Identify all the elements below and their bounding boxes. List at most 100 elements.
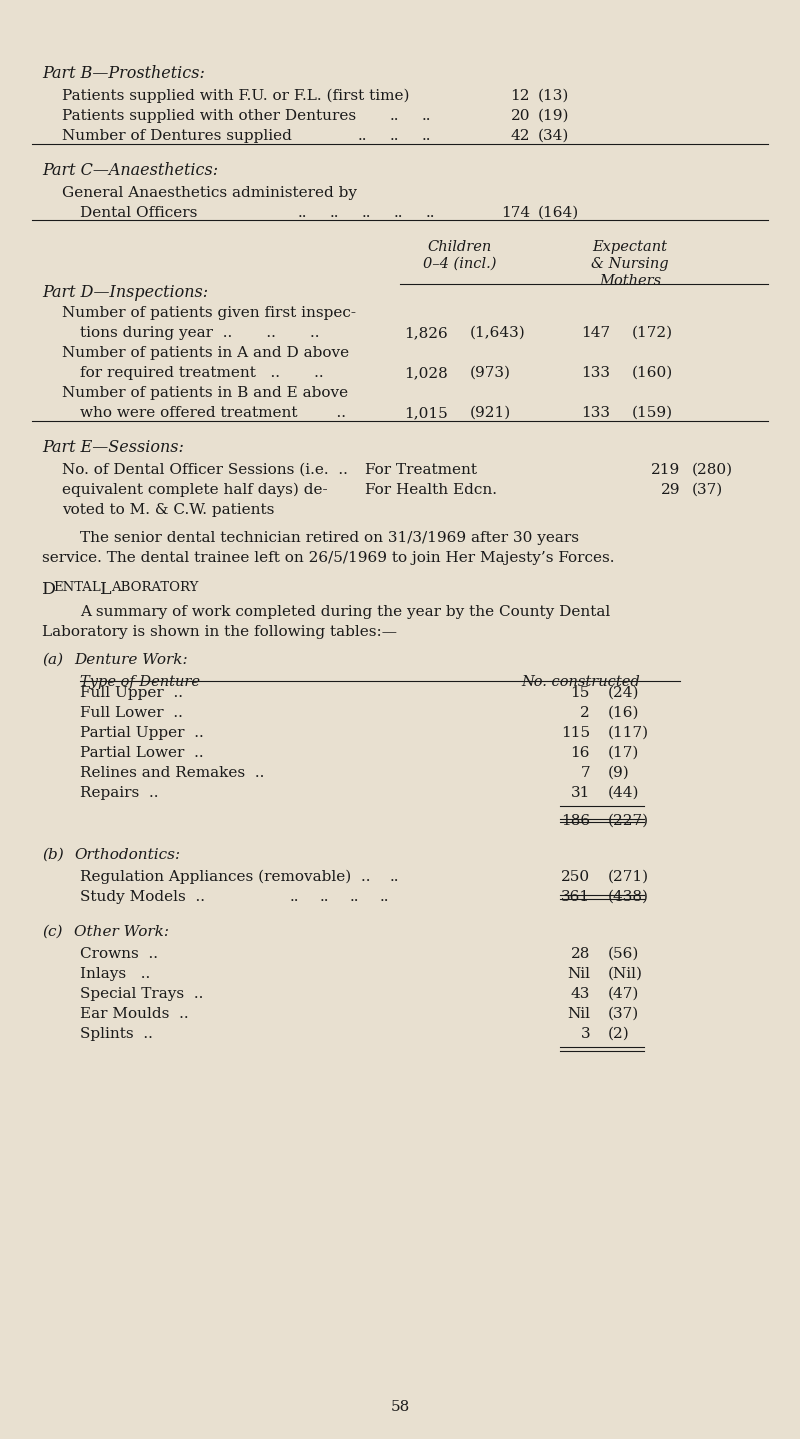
- Text: ..: ..: [330, 206, 339, 220]
- Text: (172): (172): [632, 327, 673, 340]
- Text: No. constructed: No. constructed: [522, 675, 640, 689]
- Text: D: D: [42, 581, 56, 599]
- Text: ..: ..: [362, 206, 371, 220]
- Text: (271): (271): [608, 871, 649, 884]
- Text: 31: 31: [570, 786, 590, 800]
- Text: Dental Officers: Dental Officers: [80, 206, 198, 220]
- Text: Repairs  ..: Repairs ..: [80, 786, 158, 800]
- Text: (921): (921): [470, 406, 511, 420]
- Text: equivalent complete half days) de-: equivalent complete half days) de-: [62, 484, 328, 498]
- Text: Part B—Prosthetics:: Part B—Prosthetics:: [42, 65, 205, 82]
- Text: Other Work:: Other Work:: [74, 925, 169, 940]
- Text: ENTAL: ENTAL: [53, 581, 101, 594]
- Text: Type of Denture: Type of Denture: [80, 675, 200, 689]
- Text: 1,028: 1,028: [404, 366, 448, 380]
- Text: Partial Upper  ..: Partial Upper ..: [80, 727, 204, 740]
- Text: Crowns  ..: Crowns ..: [80, 947, 158, 961]
- Text: Part E—Sessions:: Part E—Sessions:: [42, 439, 184, 456]
- Text: Nil: Nil: [567, 967, 590, 981]
- Text: 147: 147: [581, 327, 610, 340]
- Text: (24): (24): [608, 686, 639, 699]
- Text: A summary of work completed during the year by the County Dental: A summary of work completed during the y…: [80, 604, 610, 619]
- Text: ..: ..: [358, 130, 367, 142]
- Text: ..: ..: [390, 871, 399, 884]
- Text: For Treatment: For Treatment: [365, 463, 477, 476]
- Text: L: L: [100, 581, 111, 599]
- Text: (44): (44): [608, 786, 639, 800]
- Text: ..: ..: [380, 889, 390, 904]
- Text: ..: ..: [390, 130, 399, 142]
- Text: (227): (227): [608, 814, 649, 827]
- Text: tions during year  ..       ..       ..: tions during year .. .. ..: [80, 327, 319, 340]
- Text: 219: 219: [650, 463, 680, 476]
- Text: service. The dental trainee left on 26/5/1969 to join Her Majesty’s Forces.: service. The dental trainee left on 26/5…: [42, 551, 614, 566]
- Text: 43: 43: [570, 987, 590, 1002]
- Text: 1,826: 1,826: [404, 327, 448, 340]
- Text: Expectant: Expectant: [593, 240, 667, 255]
- Text: (160): (160): [632, 366, 674, 380]
- Text: ..: ..: [350, 889, 359, 904]
- Text: (19): (19): [538, 109, 570, 122]
- Text: ..: ..: [422, 130, 431, 142]
- Text: General Anaesthetics administered by: General Anaesthetics administered by: [62, 186, 357, 200]
- Text: 42: 42: [510, 130, 530, 142]
- Text: (a): (a): [42, 653, 63, 668]
- Text: voted to M. & C.W. patients: voted to M. & C.W. patients: [62, 504, 274, 517]
- Text: ..: ..: [320, 889, 330, 904]
- Text: who were offered treatment        ..: who were offered treatment ..: [80, 406, 346, 420]
- Text: Study Models  ..: Study Models ..: [80, 889, 205, 904]
- Text: Patients supplied with other Dentures: Patients supplied with other Dentures: [62, 109, 356, 122]
- Text: For Health Edcn.: For Health Edcn.: [365, 484, 497, 496]
- Text: for required treatment   ..       ..: for required treatment .. ..: [80, 366, 324, 380]
- Text: ..: ..: [422, 109, 431, 122]
- Text: 1,015: 1,015: [404, 406, 448, 420]
- Text: 186: 186: [561, 814, 590, 827]
- Text: (13): (13): [538, 89, 570, 104]
- Text: Orthodontics:: Orthodontics:: [74, 848, 180, 862]
- Text: The senior dental technician retired on 31/3/1969 after 30 years: The senior dental technician retired on …: [80, 531, 579, 545]
- Text: (164): (164): [538, 206, 579, 220]
- Text: Full Upper  ..: Full Upper ..: [80, 686, 183, 699]
- Text: Number of Dentures supplied: Number of Dentures supplied: [62, 130, 292, 142]
- Text: ..: ..: [426, 206, 435, 220]
- Text: 7: 7: [580, 766, 590, 780]
- Text: (1,643): (1,643): [470, 327, 526, 340]
- Text: 15: 15: [570, 686, 590, 699]
- Text: 361: 361: [561, 889, 590, 904]
- Text: Regulation Appliances (removable)  ..: Regulation Appliances (removable) ..: [80, 871, 370, 885]
- Text: ..: ..: [394, 206, 403, 220]
- Text: ABORATORY: ABORATORY: [111, 581, 198, 594]
- Text: (117): (117): [608, 727, 649, 740]
- Text: (c): (c): [42, 925, 62, 940]
- Text: (37): (37): [608, 1007, 639, 1022]
- Text: (Nil): (Nil): [608, 967, 643, 981]
- Text: Nil: Nil: [567, 1007, 590, 1022]
- Text: Denture Work:: Denture Work:: [74, 653, 188, 668]
- Text: (973): (973): [470, 366, 511, 380]
- Text: (34): (34): [538, 130, 570, 142]
- Text: ..: ..: [290, 889, 299, 904]
- Text: 3: 3: [580, 1027, 590, 1040]
- Text: 12: 12: [510, 89, 530, 104]
- Text: Number of patients in A and D above: Number of patients in A and D above: [62, 345, 349, 360]
- Text: (16): (16): [608, 707, 639, 720]
- Text: Splints  ..: Splints ..: [80, 1027, 153, 1040]
- Text: (438): (438): [608, 889, 649, 904]
- Text: (2): (2): [608, 1027, 630, 1040]
- Text: (9): (9): [608, 766, 630, 780]
- Text: Special Trays  ..: Special Trays ..: [80, 987, 203, 1002]
- Text: Laboratory is shown in the following tables:—: Laboratory is shown in the following tab…: [42, 625, 397, 639]
- Text: (47): (47): [608, 987, 639, 1002]
- Text: Part C—Anaesthetics:: Part C—Anaesthetics:: [42, 163, 218, 178]
- Text: Ear Moulds  ..: Ear Moulds ..: [80, 1007, 189, 1022]
- Text: 115: 115: [561, 727, 590, 740]
- Text: (280): (280): [692, 463, 733, 476]
- Text: 0–4 (incl.): 0–4 (incl.): [423, 258, 497, 271]
- Text: Number of patients in B and E above: Number of patients in B and E above: [62, 386, 348, 400]
- Text: 16: 16: [570, 745, 590, 760]
- Text: Inlays   ..: Inlays ..: [80, 967, 150, 981]
- Text: ..: ..: [390, 109, 399, 122]
- Text: 29: 29: [661, 484, 680, 496]
- Text: 28: 28: [570, 947, 590, 961]
- Text: 174: 174: [501, 206, 530, 220]
